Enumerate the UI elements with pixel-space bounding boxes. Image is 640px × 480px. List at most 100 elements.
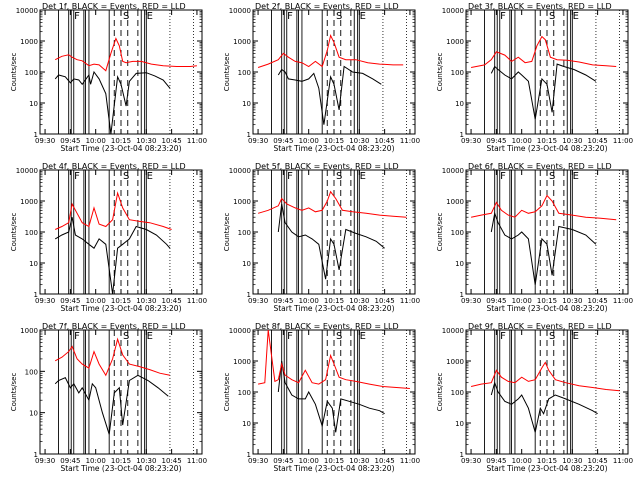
y-tick-label: 10000 [442,327,464,335]
y-tick-label: 100 [25,368,38,376]
y-tick-label: 10 [242,100,251,108]
flare-letter: E [573,171,579,182]
series-events [490,211,597,285]
x-tick-label: 09:30 [248,297,268,305]
y-axis-label: Counts/sec [223,373,231,412]
panel-title: Det 7f, BLACK = Events, RED = LLD [42,322,186,331]
panel-title: Det 4f, BLACK = Events, RED = LLD [42,162,186,171]
x-tick-label: 10:30 [349,297,369,305]
series-events [277,203,385,280]
x-tick-label: 10:30 [349,457,369,465]
y-tick-label: 10 [29,410,38,418]
x-tick-label: 10:15 [111,457,131,465]
flare-letter: E [147,171,153,182]
series-events [54,217,171,294]
flare-letter: S [123,11,129,22]
series-lld [471,35,617,68]
series-lld [54,337,171,377]
plot-area [54,170,194,294]
y-tick-label: 10 [242,260,251,268]
flare-letter: F [287,331,293,342]
x-tick-label: 10:00 [86,137,106,145]
y-tick-label: 10 [29,100,38,108]
x-tick-label: 10:45 [588,297,608,305]
series-events [54,70,171,134]
y-tick-label: 1 [460,131,464,139]
flare-letter: F [500,331,506,342]
y-axis-label: Counts/sec [436,53,444,92]
x-tick-label: 10:15 [324,457,344,465]
x-tick-label: 09:45 [273,137,293,145]
y-tick-label: 100 [25,229,38,237]
x-tick-label: 09:30 [35,137,55,145]
x-tick-label: 11:00 [187,297,207,305]
y-tick-label: 1000 [446,358,464,366]
y-axis-label: Counts/sec [223,53,231,92]
flare-letter: E [573,331,579,342]
y-tick-label: 1000 [20,327,38,335]
panel-title: Det 3f, BLACK = Events, RED = LLD [468,2,612,11]
x-tick-label: 10:45 [162,457,182,465]
y-tick-label: 100 [238,229,251,237]
panel-title: Det 1f, BLACK = Events, RED = LLD [42,2,186,11]
series-events [54,374,169,435]
series-lld [470,194,617,221]
x-axis-label: Start Time (23-Oct-04 08:23:20) [486,304,607,313]
x-tick-label: 10:30 [136,457,156,465]
y-tick-label: 1 [34,291,38,299]
x-axis-label: Start Time (23-Oct-04 08:23:20) [486,144,607,153]
y-tick-label: 1 [34,451,38,459]
plot-area [257,330,410,454]
flare-letter: S [336,331,342,342]
y-tick-label: 10000 [229,167,251,175]
flare-letter: E [573,11,579,22]
y-tick-label: 1 [247,451,251,459]
y-tick-label: 1000 [446,38,464,46]
y-tick-label: 1000 [233,358,251,366]
flare-letter: S [549,11,555,22]
y-tick-label: 10 [455,260,464,268]
flare-letter: S [123,171,129,182]
y-tick-label: 1 [247,291,251,299]
x-tick-label: 09:30 [461,137,481,145]
series-lld [257,34,404,68]
y-axis-label: Counts/sec [10,213,18,252]
x-axis-label: Start Time (23-Oct-04 08:23:20) [273,304,394,313]
x-tick-label: 10:15 [324,297,344,305]
x-tick-label: 09:45 [60,457,80,465]
y-tick-label: 10000 [229,7,251,15]
y-tick-label: 10000 [442,167,464,175]
flare-letter: E [147,11,153,22]
y-tick-label: 1 [34,131,38,139]
x-tick-label: 10:00 [86,457,106,465]
plot-area [257,170,407,294]
x-tick-label: 09:45 [486,137,506,145]
flare-letter: S [123,331,129,342]
y-tick-label: 10000 [16,167,38,175]
x-tick-label: 09:30 [35,297,55,305]
flare-letter: F [287,171,293,182]
y-tick-label: 1000 [233,38,251,46]
x-tick-label: 10:30 [136,297,156,305]
y-tick-label: 10000 [442,7,464,15]
flare-letter: S [336,171,342,182]
x-tick-label: 10:45 [588,457,608,465]
panel-title: Det 2f, BLACK = Events, RED = LLD [255,2,399,11]
y-tick-label: 1 [460,291,464,299]
plot-area [470,170,620,294]
x-tick-label: 10:45 [162,137,182,145]
y-tick-label: 100 [238,69,251,77]
y-tick-label: 10 [242,420,251,428]
y-tick-label: 1000 [446,198,464,206]
x-tick-label: 10:00 [512,137,532,145]
flare-letter: E [147,331,153,342]
y-tick-label: 100 [25,69,38,77]
y-tick-label: 10000 [16,7,38,15]
x-tick-label: 11:00 [187,457,207,465]
y-tick-label: 1 [247,131,251,139]
